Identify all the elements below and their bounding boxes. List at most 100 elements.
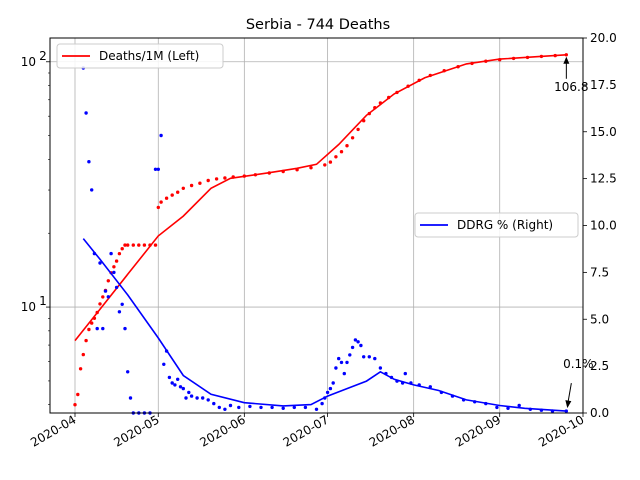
- deaths-per-million-point: [328, 160, 333, 164]
- deaths-per-million-point: [281, 169, 285, 174]
- ddrg-point: [106, 295, 111, 299]
- ddrg-point: [189, 394, 194, 398]
- annotation-arrow-head: [565, 400, 572, 409]
- annotation-ddrg-value: 0.1%: [563, 357, 594, 371]
- deaths-per-million-point: [131, 243, 135, 247]
- deaths-per-million-point: [484, 59, 488, 63]
- deaths-per-million-point: [378, 101, 383, 105]
- ddrg-point: [176, 377, 180, 381]
- deaths-per-million-point: [123, 243, 127, 247]
- deaths-per-million-point: [356, 127, 360, 132]
- ddrg-point: [101, 326, 105, 331]
- legend-box: [414, 212, 579, 238]
- deaths-per-million-point: [428, 73, 432, 78]
- ddrg-point: [506, 406, 510, 410]
- ddrg-point: [92, 251, 97, 256]
- deaths-per-million-point: [395, 90, 399, 95]
- deaths-per-million-point: [156, 205, 160, 210]
- legend-left: Deaths/1M (Left): [56, 43, 224, 69]
- ddrg-point: [367, 355, 371, 359]
- ddrg-point: [389, 375, 394, 380]
- legend-label: Deaths/1M (Left): [99, 49, 199, 63]
- deaths-per-million-point: [153, 243, 158, 247]
- y-right-tick-label: 10.0: [590, 219, 617, 233]
- deaths-per-million-point: [126, 243, 130, 247]
- ddrg-point: [484, 401, 488, 406]
- ddrg-point: [362, 355, 366, 359]
- deaths-per-million-point: [350, 136, 355, 140]
- ddrg-line: [82, 238, 567, 412]
- deaths-per-million-point: [345, 144, 349, 148]
- deaths-per-million-point: [181, 186, 185, 190]
- deaths-per-million-point: [176, 190, 180, 194]
- deaths-per-million-point: [198, 181, 202, 185]
- ddrg-point: [123, 326, 127, 331]
- deaths-per-million-point: [456, 65, 460, 69]
- ddrg-point: [270, 405, 274, 410]
- ddrg-point: [156, 167, 160, 171]
- deaths-per-million-point: [373, 106, 377, 110]
- ddrg-point: [90, 188, 94, 192]
- deaths-per-million-point: [242, 174, 246, 178]
- deaths-per-million-point: [309, 166, 313, 170]
- ddrg-point: [450, 394, 455, 398]
- deaths-per-million-point: [231, 175, 235, 179]
- ddrg-point: [337, 356, 341, 361]
- ddrg-point: [473, 400, 477, 404]
- ddrg-point: [103, 289, 108, 293]
- deaths-per-million-point: [90, 321, 94, 325]
- ddrg-point: [167, 375, 172, 380]
- ddrg-point: [98, 261, 102, 265]
- ddrg-point: [350, 345, 355, 350]
- deaths-per-million-point: [76, 392, 80, 397]
- deaths-per-million-point: [334, 155, 338, 159]
- deaths-per-million-point: [214, 177, 219, 181]
- ddrg-point: [95, 326, 99, 331]
- ddrg-point: [181, 386, 185, 391]
- ddrg-point: [325, 390, 330, 395]
- deaths-per-million-point: [267, 171, 271, 175]
- ddrg-point: [314, 407, 319, 411]
- deaths-per-million-point: [362, 119, 366, 123]
- ddrg-point: [323, 396, 327, 400]
- legends: Deaths/1M (Left) DDRG % (Right): [56, 43, 579, 238]
- deaths-per-million-point: [120, 247, 124, 251]
- ddrg-point: [228, 403, 233, 408]
- deaths-per-million-point: [511, 56, 516, 61]
- ddrg-point: [517, 403, 521, 408]
- ddrg-point: [409, 381, 413, 385]
- ddrg-point: [339, 360, 344, 365]
- ddrg-point: [206, 398, 210, 402]
- deaths-per-million-point: [339, 150, 344, 154]
- ddrg-point: [334, 366, 338, 370]
- ddrg-point: [378, 366, 383, 370]
- deaths-per-million-point: [189, 183, 194, 188]
- deaths-per-million-point: [164, 196, 169, 200]
- ddrg-point: [178, 385, 183, 389]
- y-right-tick-label: 20.0: [590, 31, 617, 45]
- deaths-per-million-point: [159, 200, 163, 204]
- deaths-per-million-point: [206, 178, 210, 183]
- deaths-per-million-point: [387, 95, 391, 100]
- ddrg-point: [212, 401, 216, 406]
- deaths-per-million-point: [417, 78, 421, 83]
- ddrg-point: [400, 381, 405, 385]
- ddrg-point: [428, 385, 432, 389]
- ddrg-point: [114, 285, 119, 290]
- ddrg-point: [528, 407, 532, 411]
- y-left-tick-label: 10: [21, 300, 36, 314]
- deaths-per-million-point: [112, 265, 116, 269]
- ddrg-point: [120, 302, 124, 306]
- ddrg-point: [237, 405, 241, 410]
- ddrg-point: [126, 370, 130, 374]
- ddrg-point: [170, 381, 174, 385]
- deaths-per-million-point: [73, 403, 77, 407]
- deaths-per-million-point: [367, 111, 371, 116]
- y-right-tick-label: 7.5: [590, 265, 609, 279]
- ddrg-point: [303, 405, 308, 410]
- annotations: 106.8 0.1%: [554, 56, 594, 409]
- ddrg-point: [356, 340, 360, 344]
- ddrg-point: [495, 405, 499, 410]
